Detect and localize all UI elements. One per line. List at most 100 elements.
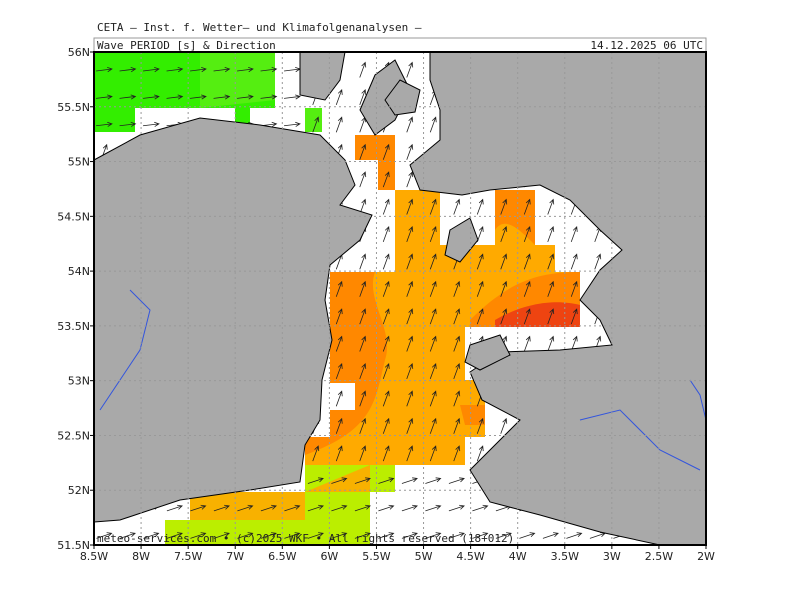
- direction-arrow: [382, 390, 390, 407]
- direction-arrow: [406, 308, 414, 325]
- x-tick-label: 3W: [603, 550, 621, 563]
- direction-arrow: [284, 504, 301, 512]
- direction-arrow: [429, 335, 437, 352]
- direction-arrow: [472, 504, 489, 512]
- direction-arrow: [523, 280, 531, 297]
- direction-arrow: [307, 504, 324, 512]
- direction-arrow: [260, 67, 278, 73]
- direction-arrow: [359, 171, 367, 188]
- direction-arrow: [378, 477, 395, 484]
- direction-arrow: [213, 504, 230, 512]
- direction-arrow: [359, 445, 367, 462]
- direction-arrow: [547, 253, 555, 270]
- direction-arrow: [237, 504, 254, 512]
- x-tick-label: 2W: [697, 550, 715, 563]
- direction-arrow: [284, 532, 301, 539]
- direction-arrow: [354, 532, 371, 539]
- direction-arrow: [406, 226, 414, 243]
- y-tick-label: 52N: [68, 484, 90, 497]
- direction-arrow: [476, 280, 484, 297]
- direction-arrow: [500, 226, 508, 243]
- direction-arrow: [570, 308, 578, 325]
- x-tick-label: 6.5W: [268, 550, 296, 563]
- direction-arrow: [331, 477, 348, 484]
- y-tick-label: 53.5N: [57, 320, 90, 333]
- direction-arrow: [429, 253, 437, 270]
- direction-arrow: [96, 67, 113, 73]
- direction-arrow: [476, 445, 484, 462]
- direction-arrow: [382, 280, 390, 297]
- direction-arrow: [166, 94, 184, 100]
- direction-arrow: [406, 445, 414, 462]
- direction-arrow: [570, 253, 578, 270]
- direction-arrow: [406, 171, 414, 188]
- title: Wave PERIOD [s] & Direction: [97, 39, 276, 52]
- direction-arrow: [429, 390, 437, 407]
- x-tick-label: 8W: [132, 550, 150, 563]
- direction-arrow: [335, 280, 343, 297]
- x-tick-label: 4W: [509, 550, 527, 563]
- direction-arrow: [382, 171, 390, 188]
- direction-arrow: [547, 198, 555, 215]
- direction-arrow: [570, 226, 578, 243]
- direction-arrow: [519, 532, 536, 539]
- direction-arrow: [453, 417, 461, 434]
- direction-arrow: [406, 335, 414, 352]
- direction-arrow: [382, 253, 390, 270]
- y-tick-label: 55.5N: [57, 101, 90, 114]
- direction-arrow: [190, 504, 207, 512]
- direction-arrow: [359, 61, 367, 78]
- direction-arrow: [237, 532, 254, 539]
- direction-arrow: [166, 504, 183, 512]
- direction-arrow: [378, 532, 395, 539]
- direction-arrow: [382, 198, 390, 215]
- direction-arrow: [523, 253, 531, 270]
- direction-arrow: [406, 198, 414, 215]
- direction-arrow: [425, 504, 442, 512]
- direction-arrow: [523, 198, 531, 215]
- direction-arrow: [453, 308, 461, 325]
- direction-arrow: [213, 67, 231, 73]
- direction-arrow: [500, 198, 508, 215]
- direction-arrow: [406, 280, 414, 297]
- direction-arrow: [284, 121, 301, 127]
- direction-arrow: [335, 89, 343, 106]
- direction-arrow: [96, 532, 113, 539]
- direction-arrow: [406, 363, 414, 380]
- direction-arrow: [401, 532, 418, 539]
- y-tick-label: 54N: [68, 265, 90, 278]
- direction-arrow: [453, 335, 461, 352]
- direction-arrow: [453, 390, 461, 407]
- direction-arrow: [453, 280, 461, 297]
- credit: meteo-services.com • (c)2025 WKF • All r…: [97, 532, 514, 545]
- direction-arrow: [143, 121, 160, 127]
- direction-arrow: [335, 308, 343, 325]
- direction-arrow: [119, 67, 137, 73]
- direction-arrow: [190, 532, 207, 539]
- direction-arrow: [500, 253, 508, 270]
- direction-arrow: [406, 116, 414, 133]
- y-tick-label: 56N: [68, 46, 90, 59]
- direction-arrow: [429, 445, 437, 462]
- direction-arrow: [429, 198, 437, 215]
- direction-arrow: [453, 445, 461, 462]
- direction-arrow: [476, 308, 484, 325]
- direction-arrow: [335, 335, 343, 352]
- direction-arrow: [382, 226, 390, 243]
- x-tick-label: 5W: [415, 550, 433, 563]
- direction-arrow: [382, 335, 390, 352]
- direction-arrow: [119, 532, 136, 539]
- direction-arrow: [523, 335, 531, 352]
- y-tick-label: 51.5N: [57, 539, 90, 552]
- direction-arrow: [96, 94, 113, 100]
- direction-arrow: [566, 532, 583, 539]
- direction-arrow: [119, 94, 137, 100]
- direction-arrow: [331, 504, 348, 512]
- x-tick-label: 6W: [320, 550, 338, 563]
- direction-arrow: [312, 445, 320, 462]
- x-tick-label: 7.5W: [174, 550, 202, 563]
- direction-arrow: [260, 94, 278, 100]
- direction-arrow: [190, 67, 207, 73]
- direction-arrow: [335, 116, 343, 133]
- direction-arrow: [448, 477, 465, 484]
